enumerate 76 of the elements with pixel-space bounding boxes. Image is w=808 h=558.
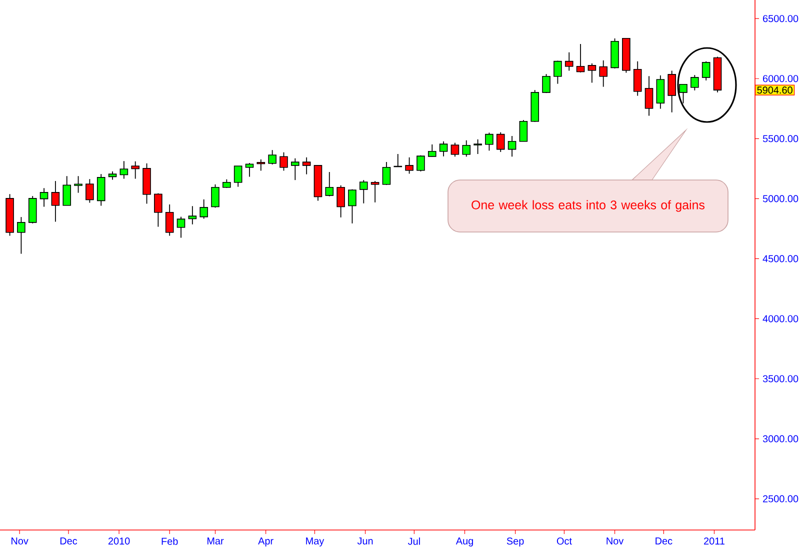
candlestick — [633, 60, 642, 96]
x-tick-label: 2010 — [108, 538, 130, 545]
annotation: One week loss eats into 3 weeks of gains — [472, 200, 705, 212]
candlestick — [120, 160, 128, 180]
candlestick — [416, 154, 425, 172]
candlestick — [439, 140, 448, 157]
candlestick — [474, 138, 482, 154]
candlestick — [188, 206, 197, 225]
y-tick-label: 2500.00 — [763, 495, 798, 502]
candlestick — [599, 60, 608, 88]
candlestick — [325, 172, 334, 197]
candlestick — [74, 176, 82, 194]
candlestick — [576, 44, 585, 73]
x-tick-label: Apr — [258, 538, 274, 546]
candlestick — [508, 136, 516, 158]
candlestick — [382, 162, 391, 186]
candlestick — [370, 180, 380, 203]
candlestick — [702, 60, 710, 81]
x-tick-label: Jun — [357, 538, 373, 544]
y-tick-label: 3500.00 — [762, 375, 798, 382]
candlestick — [564, 52, 574, 72]
y-tick-label: 5000.00 — [762, 195, 798, 202]
candlestick — [485, 132, 494, 152]
candlestick — [302, 156, 311, 175]
candlestick — [165, 204, 174, 236]
candlestick — [17, 216, 26, 254]
x-tick-label: Jul — [408, 538, 420, 545]
candlestick — [496, 132, 505, 152]
x-tick-label: Oct — [556, 538, 572, 545]
candlestick — [211, 184, 220, 208]
candlestick — [359, 180, 368, 204]
y-tick-label: 6500.00 — [763, 15, 798, 22]
x-tick-label: Mar — [207, 538, 224, 544]
candlestick — [86, 178, 94, 204]
candlestick — [450, 142, 460, 158]
x-tick-label: Sep — [506, 538, 524, 547]
candlestick — [291, 158, 300, 181]
candlestick — [644, 76, 654, 116]
x-tick-label: Feb — [162, 538, 178, 545]
y-tick-label: 6000.00 — [763, 75, 798, 82]
x-tick-label: 2011 — [704, 538, 724, 545]
candlestick — [96, 174, 106, 206]
candlestick — [268, 150, 276, 165]
candlestick — [428, 144, 436, 158]
x-tick-label: May — [306, 538, 324, 546]
x-tick-label: Nov — [12, 538, 28, 544]
candlestick — [131, 160, 140, 180]
x-tick-label: Aug — [456, 538, 473, 546]
candlestick — [40, 188, 48, 208]
x-tick-label: Dec — [60, 538, 78, 544]
candlestick — [462, 140, 471, 158]
candlestick — [280, 152, 288, 172]
x-tick-label: Nov — [606, 538, 624, 544]
text: 5904.60 — [757, 86, 792, 94]
candlestick — [62, 176, 72, 206]
candlestick — [348, 188, 356, 224]
candlestick — [554, 60, 562, 84]
candlestick — [336, 184, 345, 218]
y-tick-label: 3000.00 — [762, 435, 798, 442]
candlestick — [256, 158, 266, 172]
candlestick — [176, 216, 186, 238]
candlestick — [690, 74, 699, 91]
candlestick — [405, 156, 414, 174]
x-tick-label: Dec — [656, 538, 672, 544]
y-tick-label: 4500.00 — [762, 255, 798, 262]
candlestick — [519, 120, 528, 142]
y-tick-label: 4000.00 — [762, 315, 798, 322]
candlestick — [542, 74, 550, 94]
candlestick — [656, 74, 665, 110]
candlestick — [234, 166, 242, 188]
candlestick — [245, 162, 254, 178]
candlestick — [154, 192, 162, 228]
y-tick-label: 5500.00 — [762, 135, 798, 142]
candlestick — [200, 198, 208, 220]
candlestick — [588, 62, 596, 84]
candlestick — [51, 180, 60, 222]
